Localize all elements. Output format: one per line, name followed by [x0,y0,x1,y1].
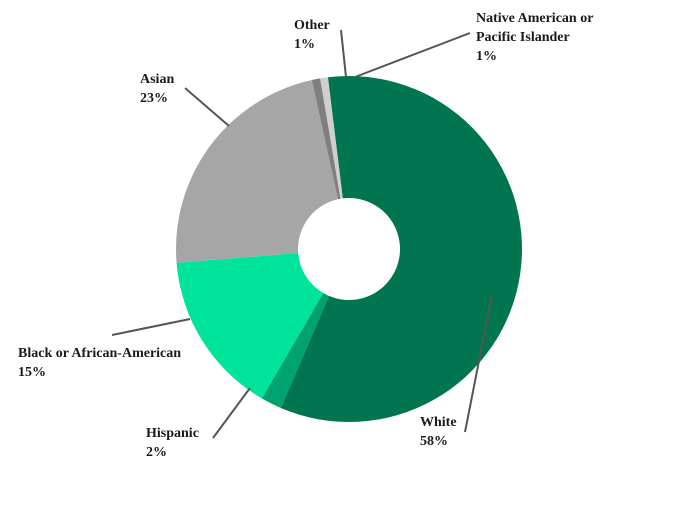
slice-name-native-american-or-pacific-islander: Native American or [476,11,593,26]
slice-value-hispanic: 2% [146,445,167,460]
slice-name-hispanic: Hispanic [146,426,199,441]
leader-line-other [340,29,347,78]
slice-value-other: 1% [294,37,315,52]
slice-value-white: 58% [420,434,448,449]
slice-value-native-american-or-pacific-islander: 1% [476,49,497,64]
slice-hispanic [261,293,329,409]
slice-white [280,76,522,423]
slice-label-other: Other 1% [294,18,330,52]
slice-label-hispanic: Hispanic 2% [146,426,199,460]
slice-value-asian: 23% [140,91,168,106]
leader-line-native-american-or-pacific-islander [354,32,471,78]
leader-line-hispanic [212,387,251,439]
slice-other [311,78,341,200]
leader-line-black-or-african-american [111,318,191,336]
slice-name-asian: Asian [140,72,174,87]
slice-label-white: White 58% [420,415,457,449]
slice-name-native-american-or-pacific-islander: Pacific Islander [476,30,570,45]
slice-label-black-or-african-american: Black or African-American 15% [18,346,181,380]
slice-name-other: Other [294,18,330,33]
slice-value-black-or-african-american: 15% [18,365,46,380]
slice-name-white: White [420,415,457,430]
leader-line-asian [184,87,230,127]
slice-asian [176,80,339,263]
slice-black-or-african-american [176,253,324,399]
slice-native-american-or-pacific-islander [320,77,343,199]
slice-label-asian: Asian 23% [140,72,174,106]
slice-name-black-or-african-american: Black or African-American [18,346,181,361]
leader-line-white [464,294,493,433]
slice-label-native-american-or-pacific-islander: Native American or Pacific Islander 1% [476,11,593,64]
